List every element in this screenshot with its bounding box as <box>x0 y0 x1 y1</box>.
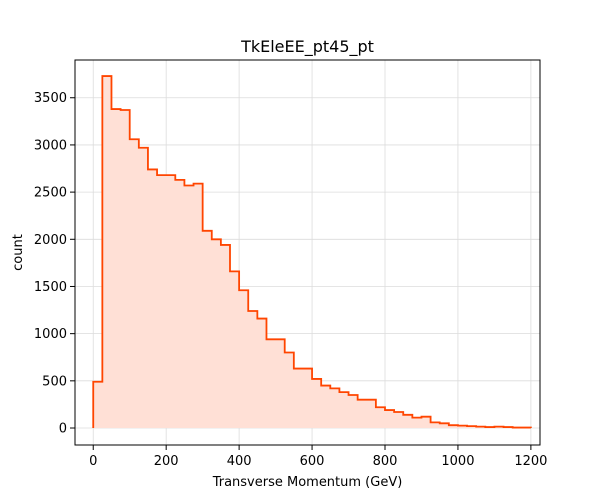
plot-frame <box>74 59 541 446</box>
y-tick-label-5: 2500 <box>34 186 67 201</box>
x-axis-ticks: 0 200 400 600 800 1000 1200 <box>89 445 547 469</box>
y-tick-label-6: 3000 <box>34 138 67 153</box>
histogram-outline <box>92 75 532 429</box>
y-axis-label: count <box>11 234 26 271</box>
y-tick-label-1: 500 <box>42 374 67 389</box>
histogram-fill <box>93 76 531 429</box>
x-axis-label: Transverse Momentum (GeV) <box>212 475 403 490</box>
x-tick-label-5: 1000 <box>441 454 474 469</box>
y-tick-label-4: 2000 <box>34 233 67 248</box>
y-tick-label-2: 1000 <box>34 327 67 342</box>
y-tick-label-7: 3500 <box>34 91 67 106</box>
x-tick-label-3: 600 <box>300 454 325 469</box>
y-axis-ticks: 0 500 1000 1500 2000 2500 3000 3500 <box>34 91 75 437</box>
x-tick-label-0: 0 <box>89 454 97 469</box>
x-tick-label-4: 800 <box>373 454 398 469</box>
x-tick-label-1: 200 <box>154 454 179 469</box>
y-tick-label-3: 1500 <box>34 280 67 295</box>
x-tick-label-2: 400 <box>227 454 252 469</box>
x-tick-label-6: 1200 <box>514 454 547 469</box>
chart-title: TkEleEE_pt45_pt <box>240 37 374 57</box>
y-tick-label-0: 0 <box>59 422 67 437</box>
